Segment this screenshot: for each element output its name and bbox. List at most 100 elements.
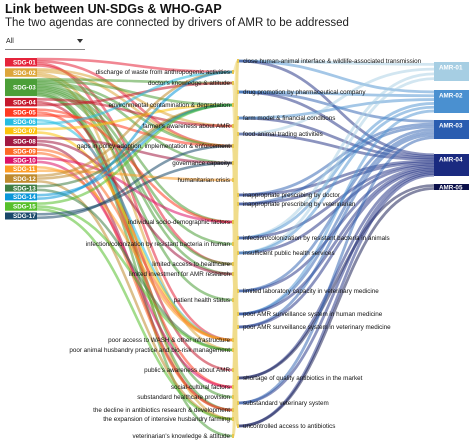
driver-node-bar [232, 144, 234, 148]
amr-node-label: AMR-01 [439, 64, 463, 71]
driver-label-right[interactable]: farm model & financial conditions [243, 115, 335, 122]
driver-label-right[interactable]: substandard veterinary system [243, 400, 329, 407]
sdg-node-bar [5, 174, 37, 183]
sdg-node[interactable]: SDG-17 [5, 212, 37, 221]
amr-node[interactable]: AMR-03 [434, 120, 469, 139]
driver-label-left[interactable]: patient health status [174, 297, 230, 304]
sdg-node-label: SDG-14 [13, 194, 36, 201]
driver-label-left[interactable]: governance capacity [172, 160, 231, 167]
driver-label-right[interactable]: uncontrolled access to antibiotics [243, 423, 335, 430]
driver-label-right[interactable]: food-animal trading activities [243, 131, 323, 138]
driver-label-right[interactable]: poor AMR surveillance system in veterina… [243, 324, 391, 331]
sdg-node[interactable]: SDG-11 [5, 165, 37, 174]
link-driver-amr [237, 116, 435, 160]
driver-label-left[interactable]: limited access to healthcare [152, 261, 230, 268]
amr-node[interactable]: AMR-01 [434, 62, 469, 81]
sdg-node-bar [5, 127, 37, 135]
driver-label-left[interactable]: farmer's awareness about AMR [142, 123, 230, 130]
sdg-node[interactable]: SDG-01 [5, 58, 37, 67]
sdg-node[interactable]: SDG-08 [5, 136, 37, 147]
driver-node-bar [232, 242, 234, 246]
sdg-node[interactable]: SDG-02 [5, 68, 37, 77]
driver-label-right[interactable]: limited laboratory capacity in veterinar… [243, 288, 379, 295]
driver-label-left[interactable]: limited investment for AMR research [129, 271, 231, 278]
amr-node[interactable]: AMR-05 [434, 184, 469, 191]
link-sdg-driver [36, 161, 234, 216]
sdg-node-label: SDG-11 [13, 166, 36, 173]
driver-node-bar [237, 312, 239, 316]
sdg-node[interactable]: SDG-12 [5, 174, 37, 183]
sdg-node[interactable]: SDG-13 [5, 184, 37, 193]
driver-label-right[interactable]: inappropriate prescribing by veterinaria… [243, 201, 356, 208]
links-layer [36, 57, 435, 438]
amr-node[interactable]: AMR-02 [434, 90, 469, 113]
driver-node-bar [237, 90, 239, 94]
driver-label-right[interactable]: inappropriate prescribing by doctor [243, 192, 340, 199]
sdg-node-label: SDG-04 [13, 99, 36, 106]
driver-label-right[interactable]: shortage of quality antibiotics in the m… [243, 375, 363, 382]
driver-node-bar [232, 338, 234, 342]
driver-node-bar [237, 289, 239, 293]
driver-label-right[interactable]: drug promotion by pharmaceutical company [243, 89, 366, 96]
link-driver-driver [231, 103, 240, 240]
driver-label-left[interactable]: veterinarian's knowledge & attitude [133, 433, 231, 440]
sdg-node-label: SDG-13 [13, 185, 36, 192]
sdg-node-bar [5, 193, 37, 201]
link-sdg-driver [36, 139, 234, 276]
link-sdg-driver [36, 113, 234, 148]
driver-label-left[interactable]: social-cultural factors [171, 384, 230, 391]
sdg-node[interactable]: SDG-03 [5, 78, 37, 97]
driver-node-bar [232, 434, 234, 438]
sdg-node-bar [5, 136, 37, 147]
driver-node-bar [237, 424, 239, 428]
driver-node-bar [232, 395, 234, 399]
driver-label-right[interactable]: close human-animal interface & wildlife-… [243, 58, 422, 65]
driver-node-bar [232, 70, 234, 74]
link-sdg-driver [36, 70, 234, 126]
driver-label-left[interactable]: individual socio-demographic factors [128, 219, 230, 226]
amr-node[interactable]: AMR-04 [434, 154, 469, 176]
driver-label-left[interactable]: gaps in policy adoption, implementation … [77, 143, 230, 150]
driver-node-bar [232, 124, 234, 128]
link-driver-amr [237, 102, 435, 240]
sdg-node[interactable]: SDG-15 [5, 202, 37, 211]
driver-label-left[interactable]: environmental contamination & degradatio… [109, 102, 231, 109]
driver-label-right[interactable]: insufficient public health services [243, 250, 335, 257]
driver-label-left[interactable]: poor animal husbandry practice and bio-r… [69, 347, 230, 354]
sdg-node-label: SDG-03 [13, 85, 36, 92]
sdg-node[interactable]: SDG-09 [5, 147, 37, 156]
driver-label-left[interactable]: the decline in antibiotics research & de… [93, 407, 230, 414]
sdg-node[interactable]: SDG-07 [5, 127, 37, 135]
sdg-node[interactable]: SDG-04 [5, 97, 37, 107]
driver-node-bar [232, 272, 234, 276]
sdg-node[interactable]: SDG-14 [5, 193, 37, 201]
sdg-node-bar [5, 165, 37, 173]
driver-label-left[interactable]: humanitarian crisis [178, 177, 231, 184]
filter-dropdown[interactable]: All [5, 37, 85, 50]
driver-label-left[interactable]: doctor's knowledge & attitude [148, 80, 231, 87]
link-sdg-driver [36, 151, 234, 412]
driver-node-bar [237, 116, 239, 120]
driver-label-left[interactable]: the expansion of intensive husbandry far… [103, 416, 230, 423]
sdg-node[interactable]: SDG-06 [5, 118, 37, 127]
driver-node-bar [232, 220, 234, 224]
sdg-node[interactable]: SDG-05 [5, 108, 37, 117]
sdg-node-bar [5, 184, 37, 192]
link-driver-amr [237, 187, 435, 428]
driver-node-bar [232, 348, 234, 352]
driver-label-right[interactable]: poor AMR surveillance system in human me… [243, 311, 383, 318]
driver-node-bar [232, 161, 234, 165]
driver-label-left[interactable]: poor access to WASH & other infrastructu… [108, 337, 230, 344]
driver-label-left[interactable]: public's awareness about AMR [144, 367, 230, 374]
driver-label-left[interactable]: substandard healthcare provision [137, 394, 230, 401]
amr-node-bar [434, 90, 469, 113]
link-driver-amr [237, 169, 435, 329]
driver-label-left[interactable]: infection/colonization by resistant bact… [86, 241, 231, 248]
sdg-node-label: SDG-05 [13, 110, 36, 117]
driver-label-left[interactable]: discharge of waste from anthropogenic ac… [96, 69, 230, 76]
amr-node-bar [434, 62, 469, 81]
amr-node-bar [434, 120, 469, 139]
sdg-node-bar [5, 68, 37, 77]
driver-label-right[interactable]: infection/colonization by resistant bact… [243, 235, 390, 242]
sdg-node[interactable]: SDG-10 [5, 156, 37, 165]
